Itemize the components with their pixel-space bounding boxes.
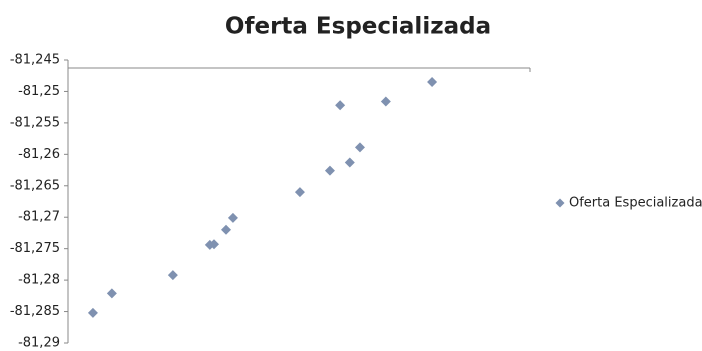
point bbox=[324, 165, 335, 176]
legend-marker bbox=[555, 198, 565, 208]
point bbox=[208, 239, 219, 250]
y-tick-label: -81,265 bbox=[10, 178, 60, 193]
point bbox=[427, 77, 438, 88]
y-tick-label: -81,28 bbox=[18, 273, 60, 288]
chart-title: Oferta Especializada bbox=[225, 14, 491, 40]
point bbox=[221, 224, 232, 235]
legend-label: Oferta Especializada bbox=[569, 196, 702, 211]
point bbox=[87, 307, 98, 318]
y-tick-label: -81,25 bbox=[18, 84, 60, 99]
point bbox=[354, 142, 365, 153]
y-tick-label: -81,26 bbox=[18, 147, 60, 162]
point bbox=[106, 288, 117, 299]
y-tick-label: -81,275 bbox=[10, 241, 60, 256]
y-tick-label: -81,285 bbox=[10, 304, 60, 319]
y-tick-label: -81,245 bbox=[10, 53, 60, 68]
point bbox=[380, 96, 391, 107]
point bbox=[344, 157, 355, 168]
point bbox=[227, 212, 238, 223]
y-tick-label: -81,29 bbox=[18, 336, 60, 351]
point bbox=[294, 187, 305, 198]
y-tick-label: -81,255 bbox=[10, 115, 60, 130]
point bbox=[167, 270, 178, 281]
point bbox=[335, 100, 346, 111]
y-tick-label: -81,27 bbox=[18, 210, 60, 225]
